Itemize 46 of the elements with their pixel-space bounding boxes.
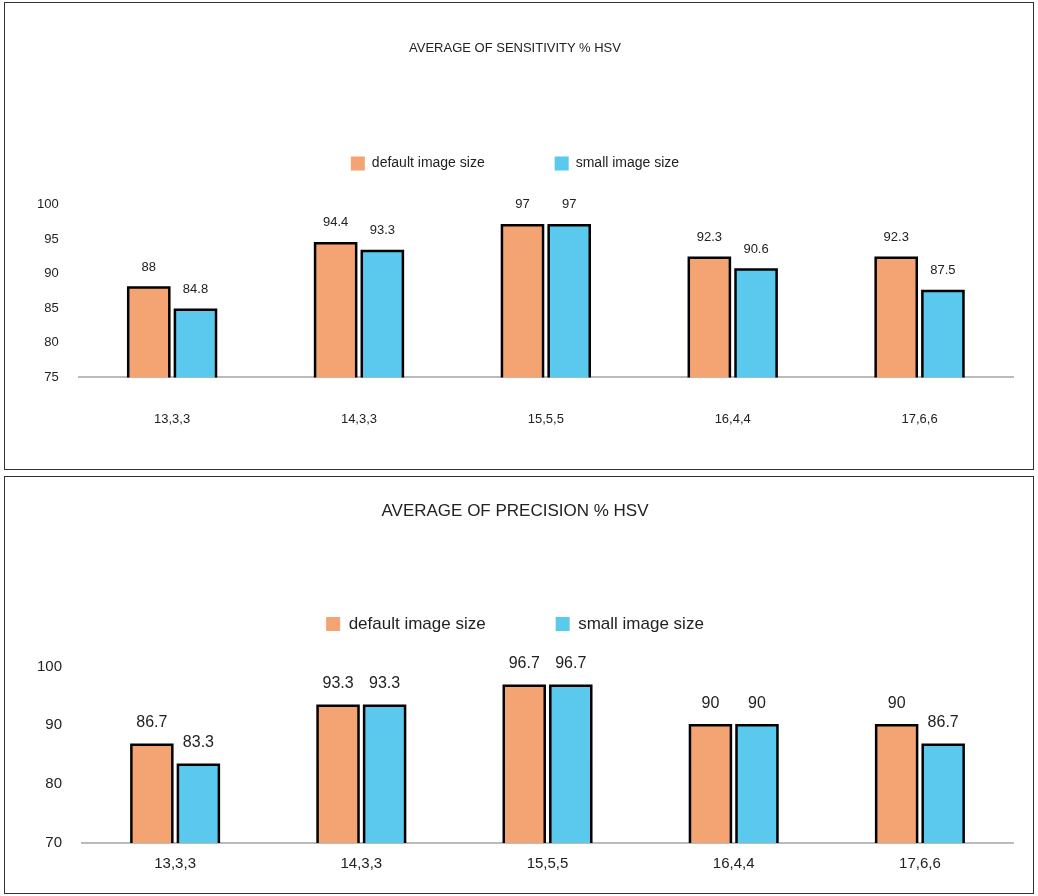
x-tick-label: 17,6,6	[899, 854, 941, 872]
data-label: 86.7	[927, 713, 959, 731]
x-tick-label: 13,3,3	[154, 410, 191, 426]
data-label: 97	[515, 196, 530, 212]
data-label: 93.3	[369, 674, 401, 692]
data-label: 90.6	[743, 240, 769, 256]
data-label: 90	[887, 693, 906, 711]
chart-title: AVERAGE OF SENSITIVITY % HSV	[409, 40, 622, 56]
x-tick-label: 13,3,3	[154, 854, 196, 872]
data-label: 96.7	[508, 654, 540, 672]
data-label: 86.7	[136, 713, 168, 731]
y-tick-label: 90	[44, 265, 59, 281]
y-tick-label: 100	[36, 196, 59, 212]
legend-label: default image size	[371, 154, 485, 171]
data-label: 90	[701, 693, 720, 711]
data-label: 90	[748, 693, 766, 711]
data-label: 83.3	[182, 733, 215, 751]
data-label: 92.3	[696, 228, 723, 244]
legend-label: small image size	[575, 154, 680, 171]
data-label: 88	[141, 258, 156, 274]
data-label: 97	[561, 196, 577, 212]
y-tick-label: 100	[37, 656, 63, 674]
y-tick-label: 90	[45, 715, 63, 733]
data-label: 94.4	[322, 214, 349, 230]
data-label: 87.5	[930, 262, 956, 278]
legend-label: small image size	[578, 613, 704, 633]
y-tick-label: 80	[44, 334, 59, 350]
y-tick-label: 95	[44, 230, 59, 246]
x-tick-label: 15,5,5	[527, 410, 564, 426]
x-tick-label: 17,6,6	[901, 410, 938, 426]
x-tick-label: 16,4,4	[712, 854, 755, 872]
data-label: 92.3	[883, 228, 909, 244]
data-label: 93.3	[322, 674, 354, 692]
y-tick-label: 75	[44, 368, 59, 384]
y-tick-label: 85	[44, 299, 59, 315]
x-tick-label: 15,5,5	[526, 854, 569, 872]
x-tick-label: 16,4,4	[714, 410, 751, 426]
x-tick-label: 14,3,3	[340, 410, 378, 426]
data-label: 96.7	[555, 654, 587, 672]
x-tick-label: 14,3,3	[340, 854, 383, 872]
legend-label: default image size	[348, 613, 486, 633]
chart-title: AVERAGE OF PRECISION % HSV	[381, 500, 650, 520]
data-label: 84.8	[182, 280, 209, 296]
y-tick-label: 70	[45, 833, 63, 851]
y-tick-label: 80	[45, 774, 63, 792]
data-label: 93.3	[369, 221, 395, 237]
